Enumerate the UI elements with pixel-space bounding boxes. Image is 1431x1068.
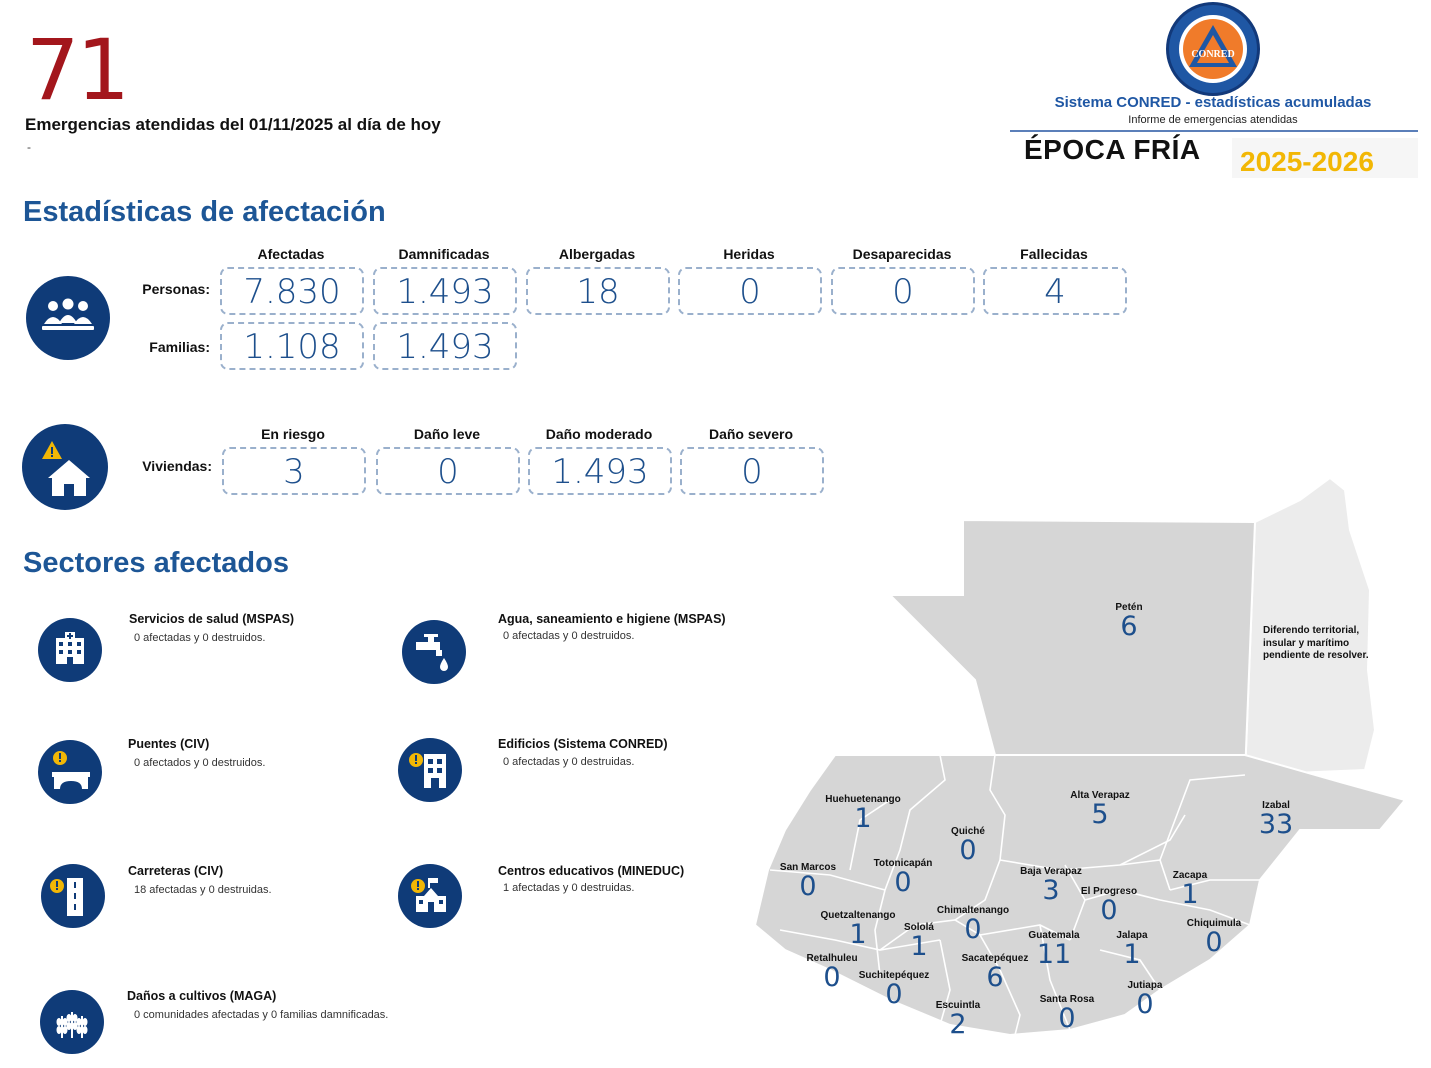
dept-totonicapan: Totonicapán 0	[873, 858, 933, 898]
conred-logo: CONRED	[1166, 2, 1260, 96]
dept-san-marcos: San Marcos 0	[779, 862, 837, 902]
familias-afectadas-value: 1.108	[220, 322, 364, 370]
building-icon	[398, 738, 462, 802]
logo-divider	[1010, 130, 1418, 132]
viviendas-moderado-value: 1.493	[528, 447, 672, 495]
season-background	[1232, 138, 1418, 178]
dept-sacatepequez: Sacatepéquez 6	[961, 953, 1029, 993]
guatemala-map	[753, 476, 1407, 1037]
road-icon	[41, 864, 105, 928]
header-note: -	[27, 140, 31, 154]
dept-alta-verapaz: Alta Verapaz 5	[1070, 790, 1130, 830]
sector-cultivos-title: Daños a cultivos (MAGA)	[127, 989, 277, 1003]
school-icon	[398, 864, 462, 928]
personas-albergadas-value: 18	[526, 267, 670, 315]
sector-salud-desc: 0 afectadas y 0 destruidos.	[134, 632, 266, 644]
sector-agua-desc: 0 afectadas y 0 destruidos.	[503, 630, 635, 642]
dept-santa-rosa: Santa Rosa 0	[1039, 994, 1095, 1034]
col-albergadas: Albergadas	[558, 246, 636, 262]
sector-carreteras-desc: 18 afectadas y 0 destruidas.	[134, 884, 272, 896]
viviendas-label: Viviendas:	[142, 458, 212, 474]
dept-solola: Sololá 1	[903, 922, 934, 962]
dept-izabal: Izabal 33	[1258, 800, 1294, 840]
personas-label: Personas:	[142, 281, 210, 297]
season-years: 2025-2026	[1240, 146, 1374, 177]
sectors-section-title: Sectores afectados	[23, 547, 289, 579]
dept-chimaltenango: Chimaltenango 0	[936, 905, 1010, 945]
house-warning-icon	[22, 424, 108, 510]
col-afectadas: Afectadas	[257, 246, 325, 262]
col-en-riesgo: En riesgo	[261, 426, 325, 442]
personas-afectadas-value: 7.830	[220, 267, 364, 315]
col-fallecidas: Fallecidas	[1020, 246, 1088, 262]
familias-damnificadas-value: 1.493	[373, 322, 517, 370]
season-label: ÉPOCA FRÍA	[1024, 134, 1201, 165]
people-group-icon	[26, 276, 110, 360]
dept-retalhuleu: Retalhuleu 0	[806, 953, 858, 993]
dispute-note: Diferendo territorial, insular y marítim…	[1263, 625, 1369, 661]
col-dano-leve: Daño leve	[413, 426, 481, 442]
viviendas-riesgo-value: 3	[222, 447, 366, 495]
dept-jutiapa: Jutiapa 0	[1127, 980, 1163, 1020]
personas-fallecidas-value: 4	[983, 267, 1127, 315]
personas-damnificadas-value: 1.493	[373, 267, 517, 315]
dept-el-progreso: El Progreso 0	[1080, 886, 1138, 926]
dept-quiche: Quiché 0	[951, 826, 985, 866]
bridge-icon	[38, 740, 102, 804]
dept-peten: Petén 6	[1115, 602, 1143, 642]
familias-label: Familias:	[149, 339, 210, 355]
sector-carreteras-title: Carreteras (CIV)	[128, 864, 224, 878]
dept-guatemala: Guatemala 11	[1028, 930, 1080, 970]
hospital-icon	[38, 618, 102, 682]
sector-edificios-title: Edificios (Sistema CONRED)	[498, 737, 668, 751]
emergencies-headline: Emergencias atendidas del 01/11/2025 al …	[25, 115, 441, 134]
sector-educativos-title: Centros educativos (MINEDUC)	[498, 864, 685, 878]
viviendas-leve-value: 0	[376, 447, 520, 495]
personas-heridas-value: 0	[678, 267, 822, 315]
dept-baja-verapaz: Baja Verapaz 3	[1020, 866, 1082, 906]
dept-quetzaltenango: Quetzaltenango 1	[820, 910, 896, 950]
water-tap-icon	[402, 620, 466, 684]
dept-suchitepequez: Suchitepéquez 0	[858, 970, 930, 1010]
stats-section-title: Estadísticas de afectación	[23, 196, 386, 228]
triangle-emblem-icon	[1183, 19, 1243, 79]
sector-puentes-title: Puentes (CIV)	[128, 737, 210, 751]
dept-jalapa: Jalapa 1	[1116, 930, 1148, 970]
dept-escuintla: Escuintla 2	[935, 1000, 981, 1040]
sector-cultivos-desc: 0 comunidades afectadas y 0 familias dam…	[134, 1009, 389, 1021]
system-title: Sistema CONRED - estadísticas acumuladas	[1054, 94, 1372, 111]
sector-puentes-desc: 0 afectados y 0 destruidos.	[134, 757, 266, 769]
total-emergencies-count: 71	[26, 21, 130, 119]
system-subtitle: Informe de emergencias atendidas	[1128, 114, 1298, 126]
col-dano-moderado: Daño moderado	[545, 426, 653, 442]
sector-salud-title: Servicios de salud (MSPAS)	[129, 612, 295, 626]
sector-agua-title: Agua, saneamiento e higiene (MSPAS)	[498, 612, 726, 626]
logo-emblem-text: CONRED	[1191, 49, 1235, 60]
col-dano-severo: Daño severo	[708, 426, 794, 442]
crops-icon	[40, 990, 104, 1054]
personas-desaparecidas-value: 0	[831, 267, 975, 315]
col-damnificadas: Damnificadas	[398, 246, 490, 262]
col-desaparecidas: Desaparecidas	[852, 246, 952, 262]
viviendas-severo-value: 0	[680, 447, 824, 495]
dept-huehuetenango: Huehuetenango 1	[825, 794, 901, 834]
sector-educativos-desc: 1 afectadas y 0 destruidas.	[503, 882, 635, 894]
col-heridas: Heridas	[723, 246, 775, 262]
dept-chiquimula: Chiquimula 0	[1186, 918, 1242, 958]
sector-edificios-desc: 0 afectadas y 0 destruidas.	[503, 756, 635, 768]
dept-zacapa: Zacapa 1	[1172, 870, 1208, 910]
